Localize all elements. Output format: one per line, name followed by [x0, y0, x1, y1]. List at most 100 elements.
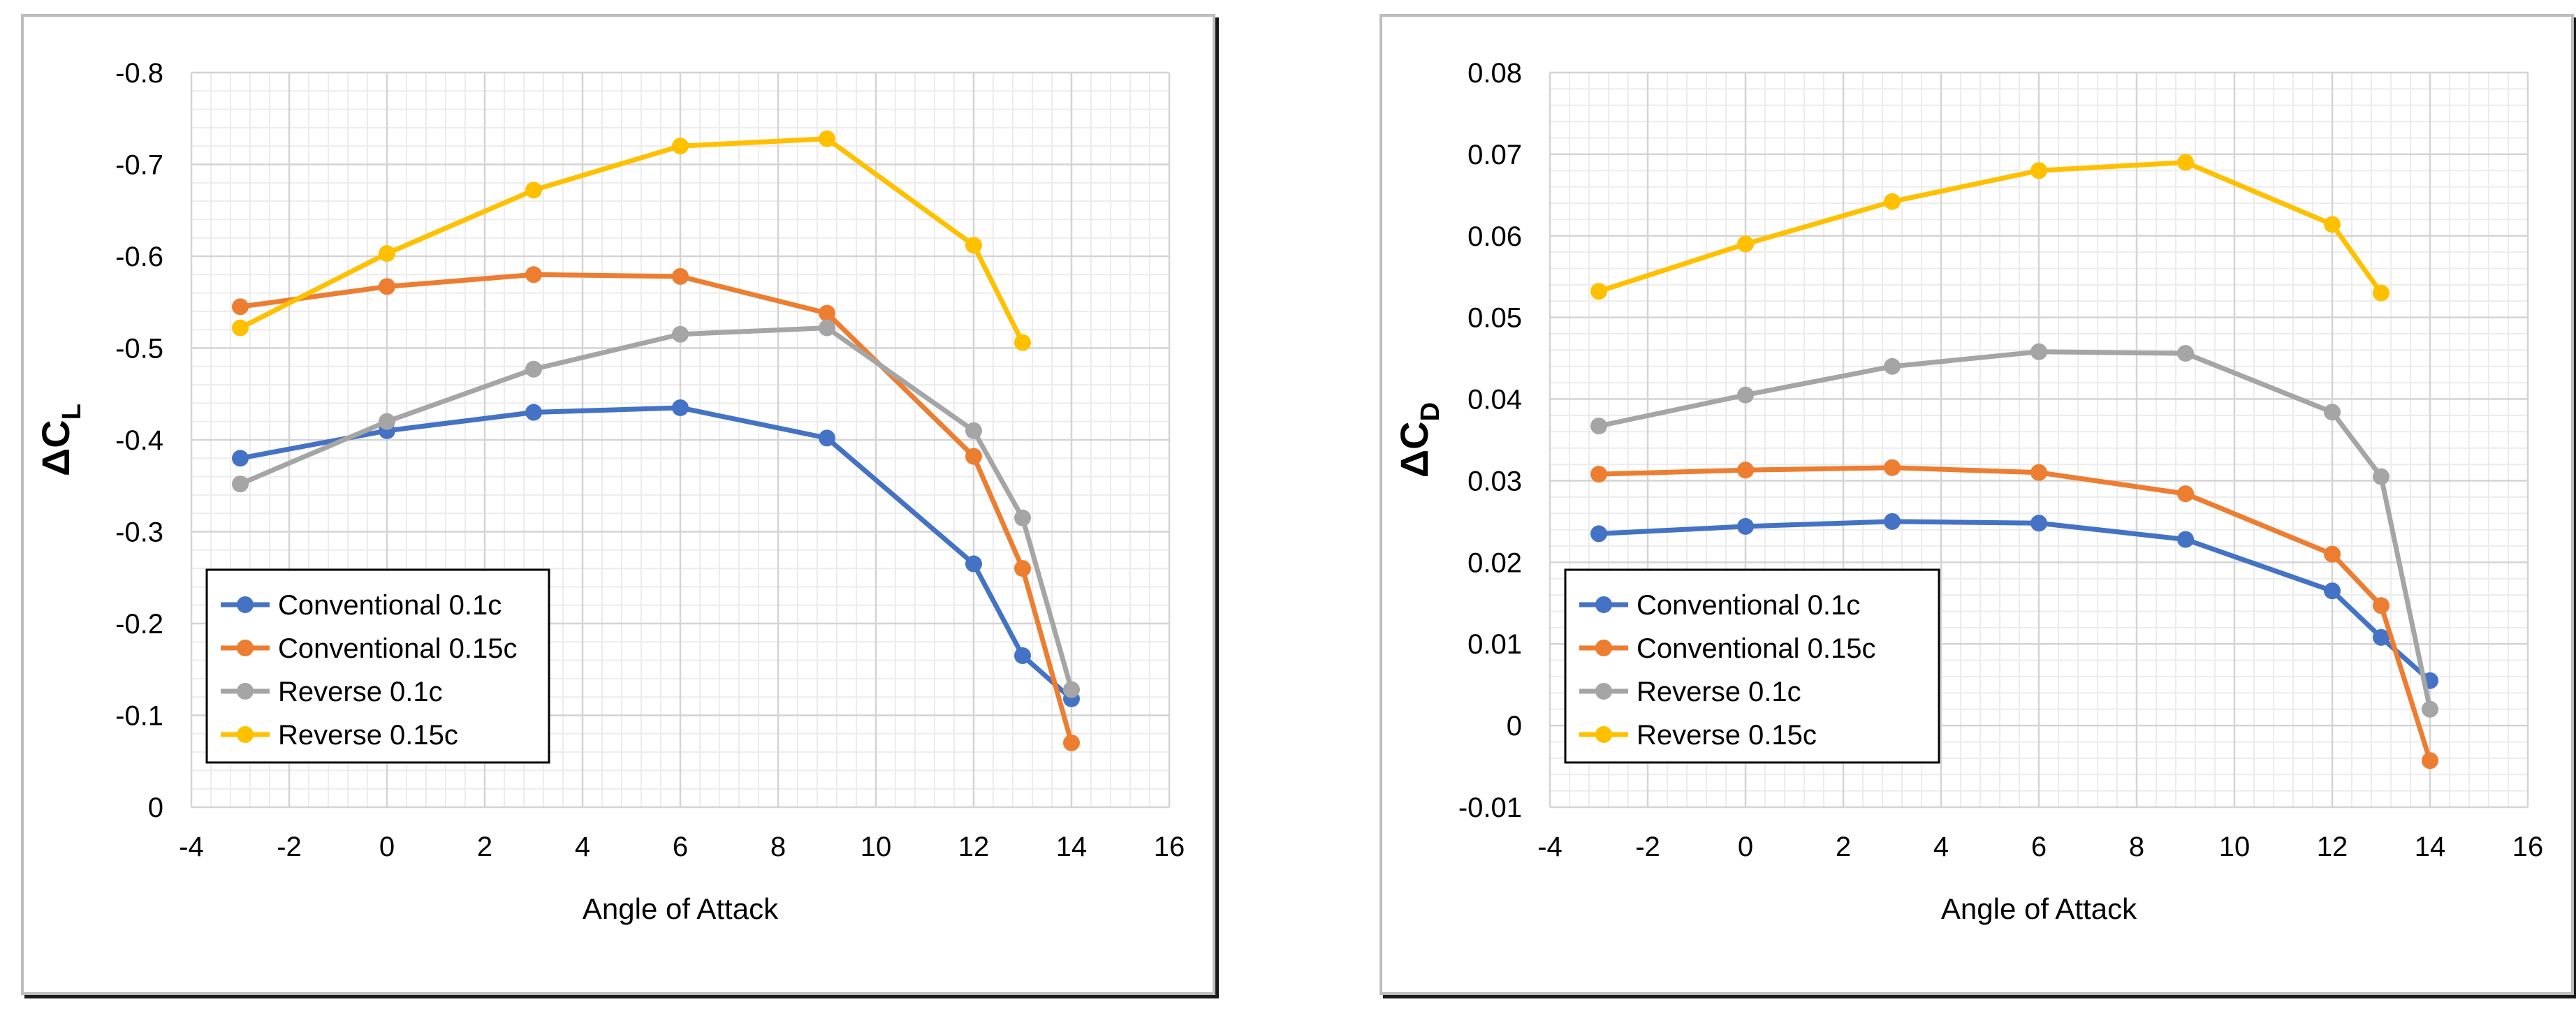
data-point	[2177, 154, 2194, 171]
delta-cd-chart-panel: -4 -2 0 2 4 6 8 10 12 14 16 -0.01 0 0.01 0.02 0.03 0.04 0…	[1380, 14, 2574, 995]
data-point	[672, 325, 689, 343]
legend-marker	[237, 640, 254, 656]
legend-item: Reverse 0.15c	[1579, 720, 1817, 751]
data-point	[1884, 357, 1901, 375]
data-point	[1014, 560, 1031, 577]
data-point	[525, 182, 542, 199]
x-axis-title: Angle of Attack	[583, 892, 779, 925]
y-tick-label: -0.01	[1458, 792, 1522, 823]
data-point	[2373, 468, 2390, 485]
legend-label: Reverse 0.15c	[278, 720, 458, 751]
legend-marker	[1595, 683, 1612, 700]
data-point	[965, 422, 982, 439]
data-point	[1737, 462, 1754, 479]
x-tick-label: 8	[770, 832, 786, 862]
x-tick-label: -4	[1537, 832, 1563, 862]
series-line	[237, 325, 1074, 693]
data-point	[2177, 531, 2194, 548]
legend-marker	[1595, 726, 1612, 743]
y-tick-label: 0.05	[1468, 303, 1522, 334]
data-point	[1590, 283, 1607, 300]
series-line	[1596, 519, 2433, 684]
data-point	[1884, 193, 1901, 210]
x-tick-label: 16	[2512, 832, 2544, 862]
y-tick-label: -0.3	[115, 517, 163, 548]
x-tick-label: 4	[1933, 832, 1949, 862]
x-axis-title: Angle of Attack	[1941, 892, 2137, 925]
y-tick-label: 0.03	[1468, 466, 1522, 496]
series-reverse-0-1c	[232, 319, 1080, 698]
data-point	[1063, 734, 1080, 751]
data-point	[965, 555, 982, 573]
legend-marker	[1595, 640, 1612, 656]
data-point	[525, 404, 542, 421]
y-tick-label: 0.07	[1468, 140, 1522, 170]
data-point	[1737, 235, 1754, 253]
x-tick-label: 14	[1056, 832, 1088, 862]
data-point	[525, 360, 542, 378]
y-tick-label: -0.8	[115, 58, 163, 89]
y-tick-label: 0	[148, 792, 163, 823]
x-tick-label: 2	[477, 832, 492, 862]
x-tick-label: 6	[2031, 832, 2047, 862]
x-tick-label: 12	[958, 832, 990, 862]
data-point	[379, 413, 395, 430]
series-reverse-0-15c	[232, 130, 1031, 351]
data-point	[1014, 334, 1031, 351]
x-tick-label: -2	[277, 832, 302, 862]
legend-marker	[237, 596, 254, 613]
y-axis-title-main: ΔC	[1392, 421, 1436, 478]
series-reverse-0-1c	[1590, 343, 2438, 718]
series-line	[1596, 465, 2433, 763]
data-point	[672, 267, 689, 285]
y-tick-label: -0.2	[115, 609, 163, 640]
y-tick-label: -0.5	[115, 334, 163, 364]
data-point	[1063, 681, 1080, 698]
series-line	[1596, 349, 2433, 712]
legend-marker	[1595, 596, 1612, 613]
y-tick-label: 0	[1507, 711, 1522, 742]
x-tick-label: 8	[2129, 832, 2144, 862]
data-point	[2324, 216, 2341, 233]
y-tick-label: -0.4	[115, 425, 163, 456]
y-tick-label: -0.6	[115, 242, 163, 272]
series-line	[237, 405, 1074, 702]
data-point	[232, 298, 249, 316]
x-tick-label: 10	[2219, 832, 2251, 862]
legend-item: Conventional 0.15c	[1579, 633, 1875, 664]
legend-box	[205, 568, 550, 764]
legend-item: Reverse 0.15c	[221, 720, 458, 751]
y-axis-title-subscript: D	[1416, 402, 1445, 421]
data-point	[232, 450, 249, 467]
data-point	[672, 399, 689, 416]
x-tick-label: 16	[1154, 832, 1185, 862]
data-point	[672, 138, 689, 155]
legend-label: Conventional 0.1c	[278, 590, 502, 621]
delta-cd-chart: -4 -2 0 2 4 6 8 10 12 14 16 -0.01 0 0.01 0.02 0.03 0.04 0…	[1392, 58, 2544, 925]
data-point	[2373, 284, 2390, 302]
legend-label: Reverse 0.1c	[1637, 677, 1801, 707]
x-tick-label: -2	[1635, 832, 1660, 862]
data-point	[2324, 404, 2341, 421]
x-tick-label: 10	[861, 832, 892, 862]
legend-box	[1564, 568, 1940, 764]
series-line	[237, 272, 1074, 746]
legend-item: Reverse 0.1c	[221, 677, 443, 707]
y-tick-label: 0.06	[1468, 221, 1522, 252]
data-point	[1014, 647, 1031, 665]
x-tick-label: 4	[575, 832, 590, 862]
data-point	[1884, 512, 1901, 530]
y-tick-label: 0.02	[1468, 547, 1522, 578]
data-point	[232, 319, 249, 337]
data-point	[2373, 597, 2390, 614]
x-tick-label: 2	[1836, 832, 1851, 862]
data-point	[819, 304, 835, 322]
data-point	[2177, 485, 2194, 503]
delta-cl-chart-panel: -4 -2 0 2 4 6 8 10 12 14 16 0 -0.1 -0.2 -0.3 -0.4 -0.5 -0…	[21, 14, 1215, 995]
data-point	[525, 266, 542, 283]
legend: Conventional 0.1c Conventional 0.15c Rever…	[205, 568, 550, 764]
x-tick-label: -4	[179, 832, 204, 862]
data-point	[2422, 752, 2438, 769]
data-point	[965, 448, 982, 465]
x-tick-label: 14	[2415, 832, 2446, 862]
